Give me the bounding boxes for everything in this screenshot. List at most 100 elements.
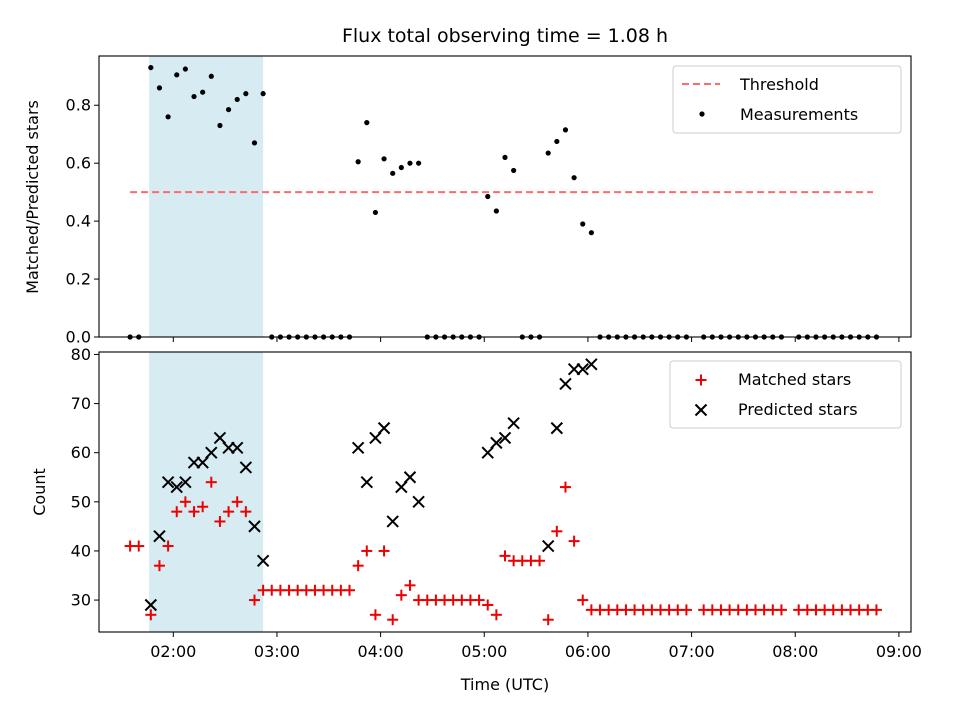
measurement-point [355, 159, 361, 165]
matched-point [179, 496, 191, 508]
predicted-point [205, 446, 218, 459]
matched-point [499, 550, 511, 562]
bottom-legend-box [669, 360, 902, 429]
predicted-point [161, 475, 175, 489]
bottom-y-ticks: 30 40 50 60 70 80 [71, 345, 99, 610]
measurement-point [200, 89, 206, 95]
matched-point [214, 515, 226, 527]
bottom-y-tick-label: 80 [71, 345, 91, 364]
top-y-tick-label: 0.4 [66, 212, 91, 231]
bottom-legend: Matched stars Predicted stars [669, 360, 902, 429]
bottom-x-ticks: 02:00 03:00 04:00 05:00 06:00 07:00 08:00 09:00 [150, 632, 922, 661]
matched-point [133, 540, 145, 552]
predicted-point [351, 441, 365, 454]
predicted-point [170, 480, 183, 494]
top-y-tick-label: 0.0 [66, 328, 91, 347]
legend-threshold-label: Threshold [739, 75, 819, 94]
x-axis-label: Time (UTC) [460, 675, 549, 694]
matched-point [188, 506, 200, 518]
measurement-point [156, 85, 163, 91]
legend-matched-marker [695, 374, 707, 386]
predicted-point [153, 530, 166, 543]
matched-point [473, 594, 485, 606]
measurement-point [364, 120, 370, 126]
matched-point [551, 525, 563, 537]
bottom-y-tick-label: 60 [71, 443, 91, 462]
matched-point [231, 496, 243, 508]
legend-plus [695, 374, 707, 386]
measurement-point [588, 230, 594, 236]
measurement-point [562, 127, 569, 133]
matched-point [490, 609, 502, 621]
matched-point [542, 614, 554, 626]
bottom-x-tick-label: 06:00 [565, 642, 611, 661]
matched-point [205, 476, 217, 488]
measurement-point [554, 138, 560, 145]
bottom-x-tick-label: 07:00 [669, 642, 715, 661]
measurement-point [243, 91, 249, 97]
measurement-point [545, 150, 551, 156]
legend-measurements-marker [699, 111, 705, 117]
matched-point [352, 560, 364, 572]
matched-point [387, 614, 399, 626]
measurement-point [191, 93, 197, 100]
predicted-point [196, 456, 209, 469]
matched-point [162, 540, 174, 552]
bottom-plot-frame [98, 351, 912, 633]
bottom-y-tick-label: 50 [71, 492, 91, 511]
top-plot-frame [98, 55, 912, 338]
bottom-x-tick-label: 08:00 [772, 642, 818, 661]
predicted-points [144, 358, 598, 612]
bottom-y-tick-label: 40 [71, 541, 91, 560]
matched-point [378, 545, 390, 557]
bottom-x-tick-label: 02:00 [150, 642, 196, 661]
matched-point [171, 506, 183, 518]
measurement-point [251, 140, 258, 146]
matched-point [145, 609, 157, 621]
matched-point [369, 609, 381, 621]
predicted-point [386, 515, 399, 528]
predicted-point [585, 358, 598, 371]
measurement-point [493, 208, 499, 214]
matched-point [223, 506, 235, 518]
matched-point [197, 501, 209, 513]
predicted-point [395, 480, 408, 494]
top-y-ticks: 0.0 0.2 0.4 0.6 0.8 [66, 96, 99, 347]
bottom-x-tick-label: 04:00 [358, 642, 404, 661]
predicted-point [256, 554, 270, 567]
predicted-point [239, 461, 253, 474]
legend-predicted-label: Predicted stars [738, 400, 858, 419]
top-y-tick-label: 0.6 [66, 154, 91, 173]
top-y-tick-label: 0.8 [66, 96, 91, 115]
matched-point [361, 545, 373, 557]
legend-cross [694, 403, 708, 417]
measurement-points [127, 64, 880, 340]
measurement-point [260, 91, 266, 97]
predicted-point [498, 431, 512, 445]
top-y-tick-label: 0.2 [66, 270, 91, 289]
matched-point [534, 555, 546, 567]
measurement-point [182, 66, 188, 72]
matched-point [240, 506, 252, 518]
measurement-point [571, 175, 577, 181]
measurement-point [407, 160, 413, 166]
predicted-point [231, 441, 244, 454]
predicted-point [481, 446, 494, 459]
predicted-point [360, 475, 373, 489]
matched-point [404, 579, 416, 591]
predicted-point [144, 598, 158, 612]
measurement-point [208, 73, 214, 79]
matched-point [577, 594, 589, 606]
matched-point [153, 560, 165, 572]
measurement-point [381, 156, 387, 162]
predicted-point [550, 421, 564, 435]
matched-point [248, 594, 260, 606]
bottom-y-tick-label: 70 [71, 394, 91, 413]
matched-point [870, 604, 882, 616]
top-legend: Threshold Measurements [672, 65, 902, 134]
predicted-point [248, 520, 261, 533]
measurement-point [485, 193, 491, 200]
predicted-point [403, 471, 417, 484]
predicted-point [377, 421, 391, 435]
